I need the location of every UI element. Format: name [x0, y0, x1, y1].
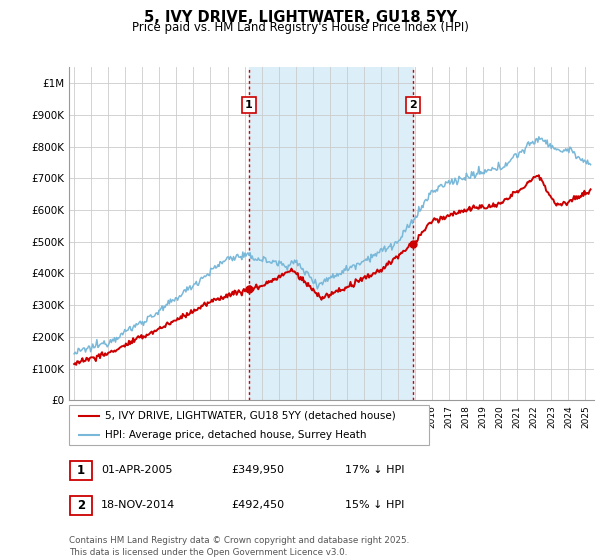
- Text: £492,450: £492,450: [231, 500, 284, 510]
- Text: Price paid vs. HM Land Registry's House Price Index (HPI): Price paid vs. HM Land Registry's House …: [131, 21, 469, 34]
- Text: 1: 1: [77, 464, 85, 477]
- Text: 1: 1: [245, 100, 253, 110]
- Text: £349,950: £349,950: [231, 465, 284, 475]
- Text: 2: 2: [409, 100, 417, 110]
- Text: 15% ↓ HPI: 15% ↓ HPI: [345, 500, 404, 510]
- Text: 5, IVY DRIVE, LIGHTWATER, GU18 5YY: 5, IVY DRIVE, LIGHTWATER, GU18 5YY: [143, 10, 457, 25]
- FancyBboxPatch shape: [70, 496, 92, 515]
- Text: HPI: Average price, detached house, Surrey Heath: HPI: Average price, detached house, Surr…: [105, 430, 367, 440]
- FancyBboxPatch shape: [70, 461, 92, 480]
- Bar: [249, 67, 413, 400]
- Text: 5, IVY DRIVE, LIGHTWATER, GU18 5YY (detached house): 5, IVY DRIVE, LIGHTWATER, GU18 5YY (deta…: [105, 411, 396, 421]
- Text: Contains HM Land Registry data © Crown copyright and database right 2025.
This d: Contains HM Land Registry data © Crown c…: [69, 536, 409, 557]
- Text: 01-APR-2005: 01-APR-2005: [101, 465, 172, 475]
- Text: 2: 2: [77, 498, 85, 512]
- FancyBboxPatch shape: [69, 405, 429, 445]
- Text: 18-NOV-2014: 18-NOV-2014: [101, 500, 175, 510]
- Text: 17% ↓ HPI: 17% ↓ HPI: [345, 465, 404, 475]
